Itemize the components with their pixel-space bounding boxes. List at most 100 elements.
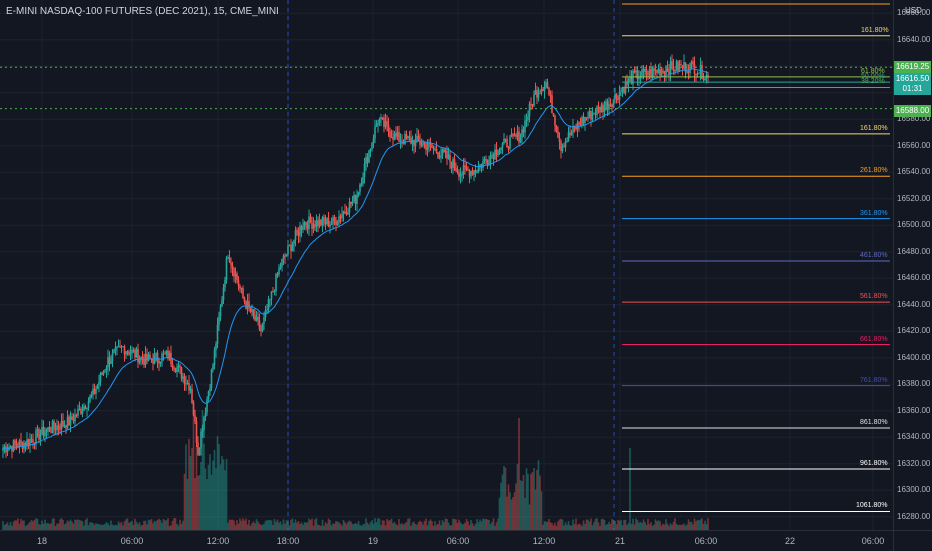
volume-bar [395, 524, 397, 530]
volume-bar [462, 524, 465, 530]
volume-bar [27, 523, 30, 530]
candle-body [564, 141, 567, 148]
candle-body [482, 161, 484, 168]
chart-area[interactable] [0, 0, 893, 530]
volume-bar [329, 519, 331, 530]
candle-body [366, 156, 369, 163]
volume-bar [513, 492, 516, 530]
volume-bar [17, 518, 19, 530]
volume-bar [461, 524, 463, 530]
volume-bar [411, 522, 414, 530]
candle-body [218, 316, 220, 325]
candle-body [665, 68, 667, 75]
candle-body [597, 106, 600, 108]
price-tick: 16340.00 [897, 432, 931, 442]
volume-bar [237, 523, 240, 530]
candle-body [51, 421, 54, 433]
volume-bar [54, 525, 57, 530]
candle-body [507, 147, 510, 149]
price-tick: 16660.00 [897, 8, 931, 18]
candle-body [641, 69, 643, 77]
candle-body [648, 68, 651, 75]
candle-body [353, 195, 355, 202]
volume-bar [336, 521, 339, 530]
candle-body [593, 113, 595, 115]
volume-bar [366, 522, 369, 530]
volume-bar [410, 525, 412, 530]
volume-bar [21, 520, 24, 530]
volume-bar [240, 520, 243, 530]
volume-bar [557, 521, 559, 530]
candle-body [572, 125, 574, 133]
volume-bar [698, 520, 700, 530]
candle-body [60, 420, 63, 430]
candle-body [192, 403, 195, 416]
volume-bar [398, 519, 400, 530]
volume-bar [116, 525, 118, 530]
candle-body [158, 360, 160, 364]
volume-bar [242, 518, 244, 530]
volume-bar [353, 524, 355, 530]
currency-label[interactable]: USD [905, 6, 922, 15]
candle-body [459, 174, 462, 177]
volume-bar [126, 518, 129, 530]
volume-bar [611, 518, 613, 530]
volume-bar [204, 468, 207, 530]
candle-body [249, 307, 252, 312]
candle-body [513, 134, 516, 136]
candle-body [357, 191, 360, 195]
volume-bar [429, 519, 432, 530]
volume-bar [593, 522, 595, 530]
candle-body [360, 183, 363, 185]
volume-bar [203, 443, 205, 530]
candle-body [314, 224, 316, 227]
candle-body [447, 154, 450, 159]
candle-body [272, 291, 274, 293]
current-price-value: 16616.50 [895, 74, 930, 83]
candle-body [465, 167, 468, 170]
volume-bar [318, 525, 321, 530]
candle-body [681, 65, 684, 69]
volume-bar [446, 518, 448, 530]
volume-bar [189, 456, 192, 530]
candle-body [149, 354, 151, 359]
volume-bar [317, 524, 319, 530]
candle-body [506, 139, 508, 148]
candle-body [62, 420, 64, 426]
volume-bar [246, 524, 249, 530]
fib-level-label: 161.80% [860, 124, 888, 132]
candle-body [354, 195, 357, 204]
volume-bar [209, 454, 211, 530]
volume-bar [393, 521, 396, 530]
volume-bar [44, 519, 46, 530]
volume-bar [696, 519, 699, 530]
candle-body [68, 416, 70, 426]
candle-body [674, 70, 676, 72]
volume-bar [384, 525, 387, 530]
time-scale[interactable] [0, 530, 893, 551]
volume-bar [609, 523, 612, 530]
volume-bar [152, 523, 154, 530]
candle-body [647, 74, 649, 76]
volume-bar [188, 438, 190, 530]
volume-bar [405, 521, 408, 530]
volume-bar [96, 523, 99, 530]
volume-bar [80, 520, 82, 530]
price-tick: 16280.00 [897, 511, 931, 521]
candle-body [221, 299, 223, 307]
price-scale[interactable] [893, 0, 932, 530]
candle-body [20, 440, 22, 442]
candle-body [611, 104, 613, 107]
volume-bar [600, 519, 603, 530]
volume-bar [51, 518, 54, 530]
volume-bar [351, 524, 354, 530]
candle-body [134, 350, 136, 358]
volume-bar [657, 520, 660, 530]
candle-body [617, 97, 619, 100]
volume-bar [672, 521, 675, 530]
candle-body [75, 414, 78, 416]
candle-body [536, 90, 538, 98]
volume-bar [654, 519, 657, 530]
volume-bar [41, 520, 43, 530]
